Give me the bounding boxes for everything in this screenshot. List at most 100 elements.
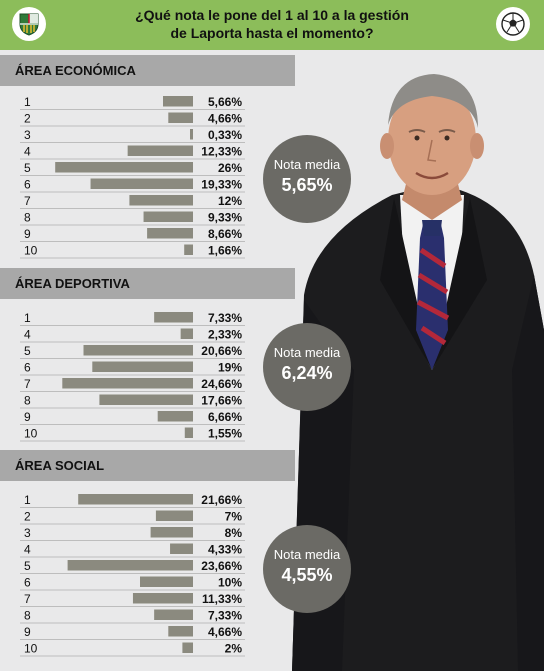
bar-sports-7 xyxy=(62,378,193,389)
category-label-social-6: 6 xyxy=(24,575,31,589)
value-label-social-10: 2% xyxy=(225,641,243,655)
bar-social-8 xyxy=(154,609,193,620)
category-label-sports-1: 1 xyxy=(24,311,31,325)
category-label-social-10: 10 xyxy=(24,641,38,655)
bar-social-1 xyxy=(78,494,193,505)
bar-sports-5 xyxy=(83,345,193,356)
president-photo xyxy=(292,74,544,671)
bar-social-10 xyxy=(182,642,193,653)
bar-social-9 xyxy=(168,626,193,637)
value-label-sports-10: 1,55% xyxy=(208,426,242,440)
category-label-sports-8: 8 xyxy=(24,393,31,407)
value-label-social-6: 10% xyxy=(218,575,242,589)
page-title: ¿Qué nota le pone del 1 al 10 a la gesti… xyxy=(100,6,444,42)
value-label-economic-7: 12% xyxy=(218,194,242,208)
section-title-sports: ÁREA DEPORTIVA xyxy=(15,276,130,291)
value-label-economic-2: 4,66% xyxy=(208,111,242,125)
value-label-sports-1: 7,33% xyxy=(208,311,242,325)
category-label-social-8: 8 xyxy=(24,608,31,622)
bar-sports-4 xyxy=(180,328,193,339)
bar-economic-10 xyxy=(184,244,193,255)
section-title-social: ÁREA SOCIAL xyxy=(15,458,105,473)
value-label-economic-9: 8,66% xyxy=(208,227,242,241)
section-band-economic: ÁREA ECONÓMICA xyxy=(0,55,295,86)
average-label-economic: Nota media xyxy=(273,157,341,172)
average-value-sports: 6,24% xyxy=(281,363,333,383)
bar-social-5 xyxy=(67,560,193,571)
value-label-economic-6: 19,33% xyxy=(201,177,242,191)
category-label-sports-4: 4 xyxy=(24,327,31,341)
bar-social-4 xyxy=(170,543,193,554)
category-label-social-4: 4 xyxy=(24,542,31,556)
section-band-sports: ÁREA DEPORTIVA xyxy=(0,268,295,299)
category-label-economic-3: 3 xyxy=(24,128,31,142)
value-label-social-2: 7% xyxy=(225,509,243,523)
value-label-social-1: 21,66% xyxy=(201,493,242,507)
section-title-economic: ÁREA ECONÓMICA xyxy=(15,63,136,78)
bar-social-3 xyxy=(150,527,193,538)
value-label-social-4: 4,33% xyxy=(208,542,242,556)
section-band-social: ÁREA SOCIAL xyxy=(0,450,295,481)
category-label-social-3: 3 xyxy=(24,526,31,540)
chart-sports: 1 7,33% 4 2,33% 5 20,66% 6 19% 7 24,66% 8 17,66% 9 6,… xyxy=(20,311,245,442)
value-label-social-7: 11,33% xyxy=(202,592,242,606)
category-label-sports-6: 6 xyxy=(24,360,31,374)
category-label-economic-2: 2 xyxy=(24,111,31,125)
bar-economic-5 xyxy=(55,162,194,173)
category-label-social-9: 9 xyxy=(24,625,31,639)
average-circle-economic: Nota media 5,65% xyxy=(263,135,351,223)
category-label-economic-8: 8 xyxy=(24,210,31,224)
bar-social-2 xyxy=(155,510,193,521)
bar-economic-4 xyxy=(127,145,193,156)
bar-economic-9 xyxy=(147,228,193,239)
category-label-economic-9: 9 xyxy=(24,227,31,241)
category-label-social-2: 2 xyxy=(24,509,31,523)
header-bar: ¿Qué nota le pone del 1 al 10 a la gesti… xyxy=(0,0,544,50)
category-label-sports-5: 5 xyxy=(24,344,31,358)
average-value-economic: 5,65% xyxy=(281,175,333,195)
category-label-economic-6: 6 xyxy=(24,177,31,191)
bar-sports-6 xyxy=(92,361,193,372)
category-label-economic-4: 4 xyxy=(24,144,31,158)
value-label-economic-10: 1,66% xyxy=(208,243,242,257)
value-label-sports-7: 24,66% xyxy=(201,377,242,391)
title-line-2: de Laporta hasta el momento? xyxy=(170,25,374,41)
fc-barcelona-crest-icon xyxy=(12,7,46,41)
value-label-social-8: 7,33% xyxy=(208,608,242,622)
bar-economic-2 xyxy=(168,112,193,123)
value-label-economic-4: 12,33% xyxy=(201,144,242,158)
average-circle-social: Nota media 4,55% xyxy=(263,525,351,613)
value-label-sports-6: 19% xyxy=(218,360,242,374)
average-value-social: 4,55% xyxy=(281,565,333,585)
value-label-social-5: 23,66% xyxy=(201,559,242,573)
bar-economic-7 xyxy=(129,195,193,206)
category-label-sports-9: 9 xyxy=(24,410,31,424)
category-label-social-5: 5 xyxy=(24,559,31,573)
bar-economic-6 xyxy=(90,178,193,189)
category-label-sports-10: 10 xyxy=(24,426,38,440)
value-label-sports-5: 20,66% xyxy=(201,344,242,358)
value-label-sports-4: 2,33% xyxy=(208,327,242,341)
bar-economic-3 xyxy=(190,129,193,140)
category-label-sports-7: 7 xyxy=(24,377,31,391)
chart-economic: 1 5,66% 2 4,66% 3 0,33% 4 12,33% 5 26% 6 19,33% 7 12%… xyxy=(20,95,245,259)
value-label-sports-8: 17,66% xyxy=(201,393,242,407)
chart-social: 1 21,66% 2 7% 3 8% 4 4,33% 5 23,66% 6 10% 7 11,33% 8 7,… xyxy=(20,493,245,657)
value-label-social-3: 8% xyxy=(225,526,243,540)
bar-sports-10 xyxy=(184,427,193,438)
category-label-social-7: 7 xyxy=(24,592,31,606)
category-label-social-1: 1 xyxy=(24,493,31,507)
bar-economic-8 xyxy=(143,211,193,222)
category-label-economic-5: 5 xyxy=(24,161,31,175)
value-label-economic-3: 0,33% xyxy=(208,128,242,142)
value-label-economic-1: 5,66% xyxy=(208,95,242,109)
value-label-sports-9: 6,66% xyxy=(208,410,242,424)
bar-social-7 xyxy=(132,593,193,604)
bar-sports-8 xyxy=(99,394,193,405)
category-label-economic-10: 10 xyxy=(24,243,38,257)
average-label-sports: Nota media xyxy=(273,345,341,360)
average-circle-sports: Nota media 6,24% xyxy=(263,323,351,411)
category-label-economic-7: 7 xyxy=(24,194,31,208)
average-label-social: Nota media xyxy=(273,547,341,562)
value-label-economic-5: 26% xyxy=(218,161,242,175)
